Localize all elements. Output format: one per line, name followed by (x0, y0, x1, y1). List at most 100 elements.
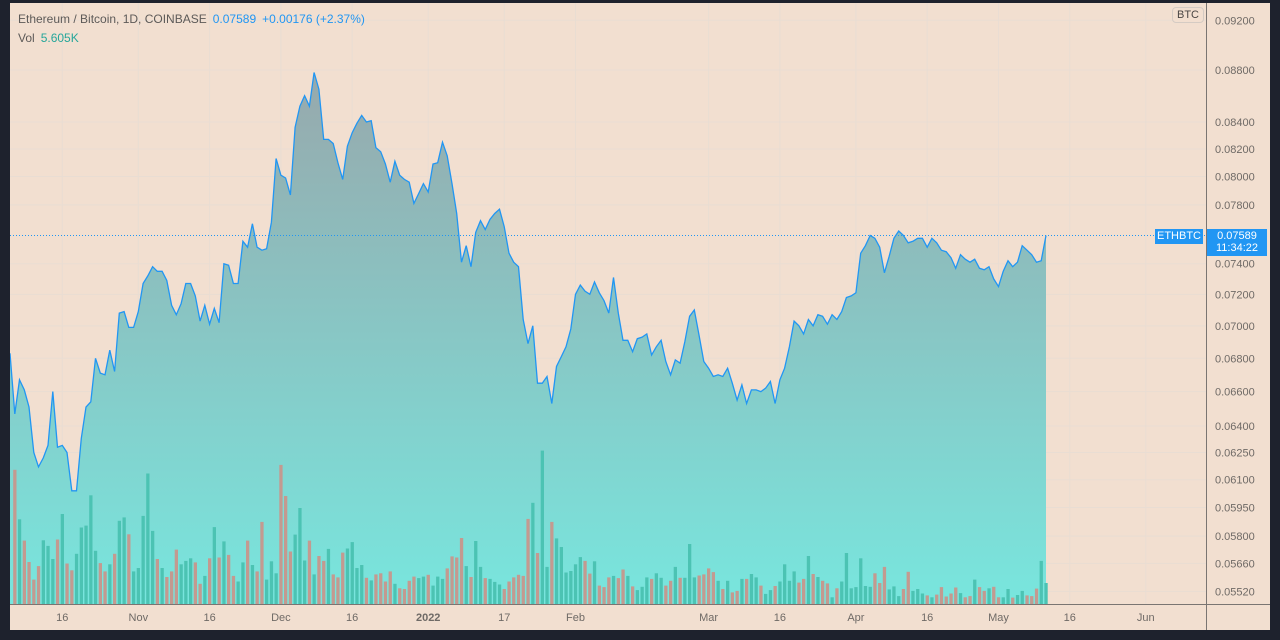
volume-bar (545, 566, 549, 604)
volume-bar (393, 583, 397, 604)
volume-bar (136, 568, 140, 604)
volume-bar (483, 578, 487, 604)
volume-bar (469, 577, 473, 604)
volume-bar (996, 597, 1001, 604)
volume-bar (583, 560, 587, 604)
y-tick-label: 0.05800 (1215, 531, 1255, 543)
volume-bar (170, 571, 174, 604)
volume-bar (816, 577, 820, 604)
y-tick-label: 0.07000 (1215, 321, 1255, 333)
current-price-tag: 0.07589 11:34:22 (1207, 228, 1267, 256)
volume-bar (906, 571, 910, 604)
volume-bar (250, 565, 255, 604)
volume-bar (27, 562, 31, 604)
volume-bar (84, 525, 88, 604)
volume-bar (626, 575, 630, 604)
volume-bar (1034, 588, 1039, 604)
volume-bar (198, 583, 202, 604)
x-tick-label: Nov (129, 612, 149, 624)
volume-bar (797, 582, 801, 604)
volume-bar (897, 596, 901, 604)
volume-bar (920, 593, 925, 604)
volume-bar (60, 514, 64, 604)
volume-bar (973, 579, 977, 604)
volume-bar (516, 574, 521, 604)
volume-bar (692, 577, 696, 604)
volume-bar (754, 577, 758, 604)
volume-bar (678, 577, 682, 604)
volume-bar (22, 540, 26, 604)
y-tick-label: 0.08200 (1215, 144, 1255, 156)
volume-bar (165, 577, 169, 604)
volume-bar (103, 571, 107, 604)
volume-label[interactable]: Vol (18, 31, 35, 45)
volume-bar (1001, 597, 1005, 604)
volume-bar (288, 551, 293, 604)
volume-bar (925, 595, 929, 604)
volume-bar (493, 581, 497, 604)
volume-bar (222, 541, 226, 604)
price-line (10, 72, 1047, 492)
volume-bar (212, 527, 216, 604)
y-tick-label: 0.07400 (1215, 259, 1255, 271)
volume-bar (512, 577, 516, 604)
volume-bar (564, 572, 568, 604)
x-tick-label: May (988, 612, 1009, 624)
volume-bar (835, 588, 839, 604)
volume-bar (507, 581, 511, 604)
volume-bar (844, 553, 849, 604)
volume-bar (431, 585, 435, 604)
volume-bar (407, 580, 411, 604)
volume-bar (787, 580, 792, 604)
volume-value: 5.605K (40, 31, 79, 45)
volume-bar (868, 586, 872, 604)
volume-bar (265, 579, 269, 604)
volume-bar (36, 566, 41, 604)
volume-bar (977, 587, 982, 604)
x-tick-label: Apr (847, 612, 864, 624)
bar-countdown: 11:34:22 (1215, 241, 1258, 254)
volume-bar (745, 578, 749, 604)
volume-bar (98, 563, 102, 604)
volume-bar (312, 574, 316, 604)
volume-bar (108, 564, 112, 604)
volume-bar (650, 578, 654, 604)
volume-bar (388, 571, 392, 604)
volume-bar (127, 534, 131, 604)
volume-bar (398, 588, 402, 604)
volume-bar (878, 583, 882, 604)
symbol-tag: ETHBTC (1155, 228, 1203, 244)
volume-bar (326, 548, 331, 604)
price-change: +0.00176 (+2.37%) (262, 12, 365, 26)
volume-bar (331, 574, 335, 604)
volume-bar (32, 579, 36, 604)
symbol-title[interactable]: Ethereum / Bitcoin, 1D, COINBASE (18, 12, 207, 26)
volume-bar (193, 562, 197, 604)
volume-bar (740, 578, 744, 604)
volume-bar (911, 590, 915, 604)
volume-bar (1020, 590, 1024, 604)
volume-bar (540, 450, 544, 604)
volume-bar (284, 496, 288, 604)
chart-legend: Ethereum / Bitcoin, 1D, COINBASE 0.07589 +… (18, 10, 365, 48)
volume-bar (383, 581, 388, 604)
volume-bar (611, 575, 616, 604)
currency-badge[interactable]: BTC (1172, 7, 1204, 23)
volume-bar (1011, 597, 1015, 604)
volume-bar (208, 558, 212, 604)
volume-bar (588, 573, 592, 604)
volume-bar (645, 577, 649, 604)
volume-bar (203, 575, 207, 604)
volume-bar (46, 545, 50, 604)
volume-bar (151, 530, 155, 604)
y-tick-label: 0.06250 (1215, 448, 1255, 460)
volume-bar (901, 589, 906, 604)
volume-bar (51, 559, 55, 604)
volume-bar (122, 517, 126, 604)
volume-bar (455, 557, 459, 604)
volume-bar (160, 568, 164, 604)
volume-bar (949, 593, 953, 604)
volume-bar (1039, 560, 1043, 604)
volume-bar (93, 550, 98, 604)
